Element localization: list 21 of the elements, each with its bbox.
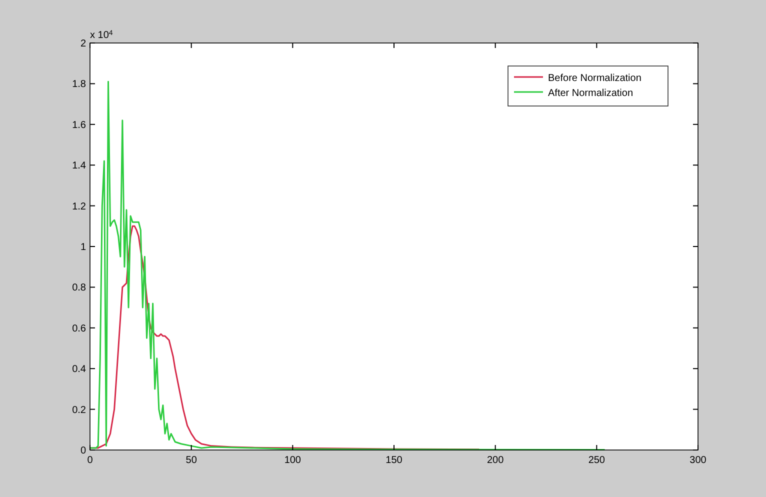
y-tick-label: 0.2: [72, 404, 86, 416]
y-tick-label: 1.8: [72, 79, 86, 90]
y-tick-label: 2: [80, 38, 86, 50]
x-tick-label: 0: [87, 455, 94, 466]
x-tick-label: 250: [588, 455, 606, 466]
y-tick-label: 0: [80, 446, 86, 456]
x-tick-label: 50: [186, 455, 198, 466]
x-tick-label: 150: [386, 455, 403, 466]
y-tick-label: 0.8: [72, 282, 86, 294]
legend-label: Before Normalization: [548, 73, 642, 84]
y-tick-label: 1.6: [72, 120, 86, 131]
y-tick-label: 1: [80, 242, 86, 253]
y-tick-label: 1.4: [72, 160, 86, 172]
x-tick-label: 300: [690, 455, 707, 466]
x-tick-label: 200: [486, 455, 504, 466]
y-tick-label: 1.2: [72, 201, 86, 212]
legend-label: After Normalization: [548, 88, 634, 99]
y-tick-label: 0.4: [72, 364, 86, 376]
text: x 10$^{4}$: [90, 30, 113, 41]
x-tick-label: 100: [284, 455, 302, 466]
y-tick-label: 0.6: [72, 323, 86, 334]
